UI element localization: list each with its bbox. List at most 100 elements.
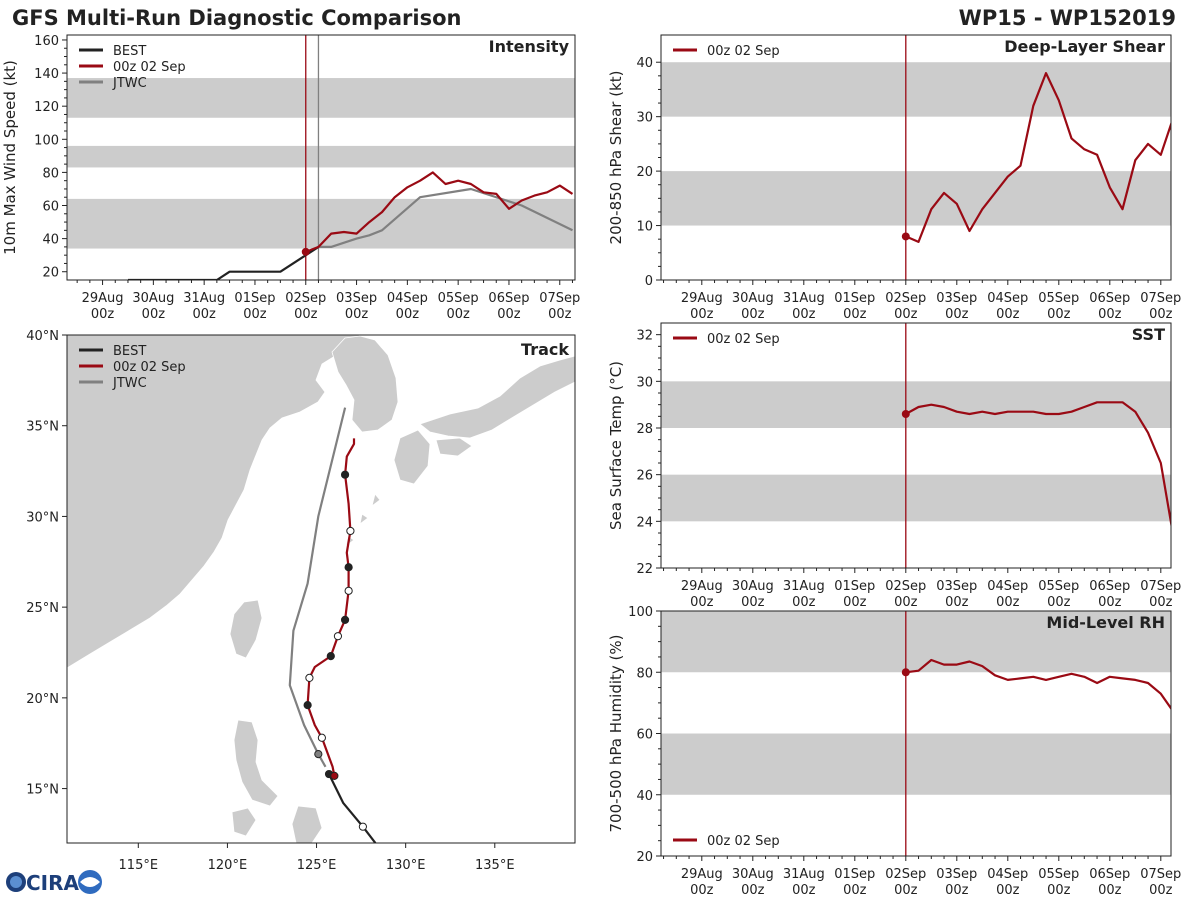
band-2: [67, 78, 575, 118]
map-lon-label: 130°E: [386, 858, 426, 873]
y-tick-label: 80: [636, 666, 653, 681]
storm-id: WP15 - WP152019: [959, 6, 1176, 30]
series-start-marker: [301, 247, 310, 256]
land-taiwan: [229, 599, 263, 659]
x-tick-day: 01Sep: [834, 867, 875, 882]
y-tick-label: 140: [34, 67, 59, 82]
y-axis-label: 200-850 hPa Shear (kt): [607, 71, 625, 245]
y-tick-label: 160: [34, 34, 59, 49]
chart-intensity: 2040608010012014016029Aug00z30Aug00z31Au…: [1, 34, 580, 322]
map-lat-label: 35°N: [26, 420, 59, 435]
x-tick-hour: 00z: [894, 307, 918, 322]
x-tick-day: 02Sep: [885, 867, 926, 882]
y-tick-label: 26: [636, 469, 653, 484]
y-tick-label: 80: [42, 166, 59, 181]
series-start-marker: [901, 410, 910, 418]
band-0: [67, 198, 575, 249]
land-korea: [331, 335, 399, 433]
panel-title: Track: [521, 340, 569, 359]
y-axis-label: Sea Surface Temp (°C): [607, 361, 625, 530]
legend-label: 00z 02 Sep: [113, 60, 186, 75]
x-tick-day: 29Aug: [681, 867, 723, 882]
track-marker: [358, 822, 367, 831]
plot-frame: [660, 610, 1172, 857]
x-tick-day: 30Aug: [132, 291, 174, 306]
map-lat-label: 15°N: [26, 783, 59, 798]
x-tick-hour: 00z: [1098, 307, 1122, 322]
y-tick-label: 40: [636, 56, 653, 71]
x-tick-hour: 00z: [1098, 595, 1122, 610]
y-tick-label: 20: [636, 850, 653, 865]
y-tick-label: 32: [636, 329, 653, 344]
map-lat-label: 25°N: [26, 601, 59, 616]
x-tick-hour: 00z: [945, 595, 969, 610]
y-tick-label: 20: [636, 165, 653, 180]
x-tick-day: 07Sep: [1140, 867, 1181, 882]
y-tick-label: 40: [636, 789, 653, 804]
band-0: [661, 733, 1171, 795]
x-tick-hour: 00z: [497, 307, 521, 322]
track-marker: [330, 771, 339, 780]
x-tick-day: 31Aug: [783, 867, 825, 882]
x-tick-day: 06Sep: [488, 291, 529, 306]
series-line-jtwc: [318, 187, 573, 248]
x-tick-day: 03Sep: [936, 291, 977, 306]
x-tick-hour: 00z: [792, 883, 816, 898]
x-tick-hour: 00z: [690, 595, 714, 610]
y-tick-label: 40: [42, 233, 59, 248]
series-line-00z-02-sep: [305, 171, 574, 253]
x-tick-day: 29Aug: [681, 579, 723, 594]
x-tick-hour: 00z: [894, 883, 918, 898]
x-tick-day: 05Sep: [1038, 867, 1079, 882]
y-tick-label: 60: [42, 200, 59, 215]
track-series-group: [288, 407, 377, 843]
x-tick-hour: 00z: [446, 307, 470, 322]
series-group: [901, 658, 1171, 711]
map-lon-label: 135°E: [475, 858, 515, 873]
y-tick-label: 100: [628, 605, 653, 620]
x-tick-hour: 00z: [996, 307, 1020, 322]
plot-frame: [66, 34, 576, 281]
track-marker: [340, 615, 350, 624]
x-tick-hour: 00z: [996, 883, 1020, 898]
x-tick-day: 05Sep: [1038, 291, 1079, 306]
track-marker: [326, 652, 335, 661]
x-tick-hour: 00z: [1149, 595, 1173, 610]
track-marker: [317, 733, 326, 742]
x-tick-day: 06Sep: [1089, 291, 1130, 306]
panel-title: SST: [1132, 325, 1165, 344]
band-1: [661, 381, 1171, 428]
y-tick-label: 100: [34, 133, 59, 148]
x-tick-hour: 00z: [741, 883, 765, 898]
x-tick-hour: 00z: [294, 307, 318, 322]
track-marker: [346, 526, 355, 536]
series-start-marker: [901, 232, 910, 241]
map-lat-label: 20°N: [26, 692, 59, 707]
chart-sst: 22242628303229Aug00z30Aug00z31Aug00z01Se…: [607, 322, 1181, 610]
x-tick-hour: 00z: [792, 307, 816, 322]
x-tick-hour: 00z: [1098, 883, 1122, 898]
x-tick-hour: 00z: [1149, 307, 1173, 322]
land-mindoro: [231, 807, 257, 837]
x-tick-day: 06Sep: [1089, 867, 1130, 882]
land-asia-mainland: [66, 334, 361, 669]
x-tick-day: 05Sep: [438, 291, 479, 306]
band-0: [661, 474, 1171, 522]
x-tick-day: 01Sep: [234, 291, 275, 306]
x-tick-day: 01Sep: [834, 579, 875, 594]
legend-label: JTWC: [112, 376, 147, 391]
y-tick-label: 28: [636, 422, 653, 437]
x-tick-hour: 00z: [690, 307, 714, 322]
chart-rh: 2040608010029Aug00z30Aug00z31Aug00z01Sep…: [607, 605, 1181, 898]
x-tick-hour: 00z: [843, 307, 867, 322]
x-tick-day: 29Aug: [681, 291, 723, 306]
legend-label: BEST: [113, 44, 146, 59]
x-tick-hour: 00z: [345, 307, 369, 322]
y-tick-label: 20: [42, 266, 59, 281]
x-tick-hour: 00z: [741, 595, 765, 610]
chart-shear: 01020304029Aug00z30Aug00z31Aug00z01Sep00…: [607, 34, 1181, 322]
legend-label: 00z 02 Sep: [113, 360, 186, 375]
band-0: [661, 171, 1171, 226]
x-tick-day: 02Sep: [885, 579, 926, 594]
track-line-jtwc: [288, 407, 347, 768]
